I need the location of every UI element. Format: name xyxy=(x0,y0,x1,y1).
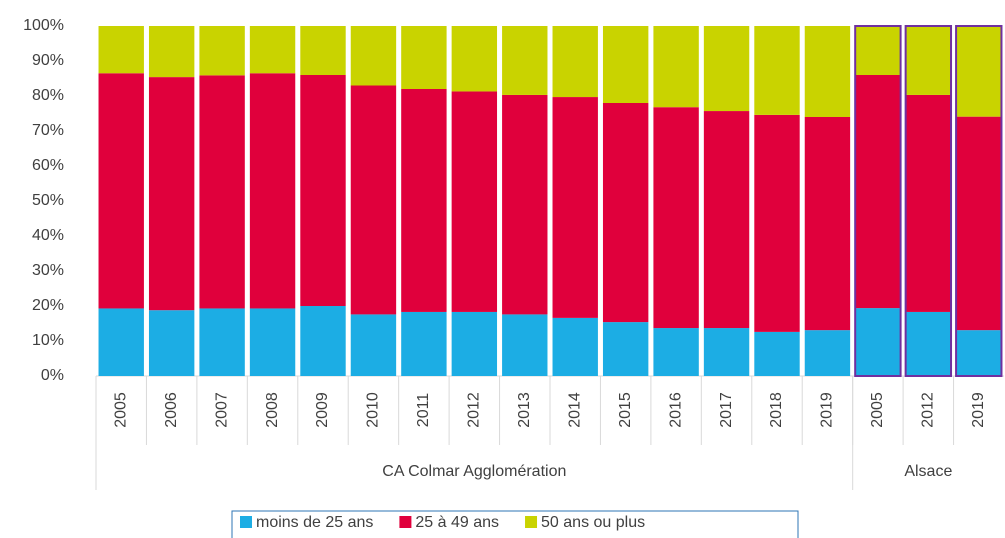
group-label: CA Colmar Agglomération xyxy=(382,463,566,480)
bar-segment xyxy=(754,114,800,332)
x-tick-label: 2018 xyxy=(768,392,785,428)
bar-outline xyxy=(955,25,1003,377)
x-tick-label: 2012 xyxy=(920,392,937,428)
bar-segment xyxy=(148,26,195,78)
x-tick-label: 2016 xyxy=(667,392,684,428)
y-tick-label: 40% xyxy=(32,227,64,244)
bar-segment xyxy=(754,331,800,376)
bar-segment xyxy=(905,26,952,95)
bar-segment xyxy=(855,75,901,309)
bar-segment xyxy=(199,75,245,309)
x-tick-label: 2008 xyxy=(264,392,281,428)
bar-segment xyxy=(98,308,144,376)
bar-segment xyxy=(905,311,952,376)
bar-segment xyxy=(148,310,195,376)
bar-segment xyxy=(451,311,498,376)
x-tick-label: 2014 xyxy=(566,392,583,428)
x-tick-label: 2007 xyxy=(213,392,230,428)
bar-segment xyxy=(502,26,548,95)
bar-segment xyxy=(300,26,346,75)
bar-outline xyxy=(854,25,902,377)
bar-segment xyxy=(956,116,1002,331)
bar-segment xyxy=(199,26,245,76)
bar-segment xyxy=(401,26,447,89)
bar-segment xyxy=(653,26,699,108)
bar-segment xyxy=(401,89,447,312)
y-tick-label: 100% xyxy=(23,17,64,34)
y-tick-label: 60% xyxy=(32,157,64,174)
x-tick-label: 2015 xyxy=(617,392,634,428)
legend-swatch xyxy=(240,516,252,528)
bar-segment xyxy=(401,311,447,376)
x-tick-label: 2009 xyxy=(314,392,331,428)
legend-swatch xyxy=(525,516,538,528)
bar-segment xyxy=(249,26,296,74)
x-tick-label: 2019 xyxy=(970,392,987,428)
bar-segment xyxy=(956,330,1002,376)
bar-segment xyxy=(552,97,598,318)
group-label: Alsace xyxy=(904,463,952,480)
x-tick-label: 2017 xyxy=(718,392,735,428)
y-tick-label: 10% xyxy=(32,332,64,349)
y-tick-label: 90% xyxy=(32,52,64,69)
bar-segment xyxy=(602,26,649,103)
bar-segment xyxy=(98,73,144,309)
bar-segment xyxy=(350,85,397,315)
bar-segment xyxy=(300,306,346,376)
bar-segment xyxy=(451,91,498,312)
x-tick-label: 2012 xyxy=(466,392,483,428)
x-tick-label: 2013 xyxy=(516,392,533,428)
bar-segment xyxy=(300,75,346,306)
bar-segment xyxy=(703,328,750,376)
bar-segment xyxy=(249,308,296,376)
bar-segment xyxy=(148,77,195,311)
bar-segment xyxy=(804,117,851,331)
bar-segment xyxy=(249,73,296,309)
bar-segment xyxy=(552,26,598,98)
bar-segment xyxy=(502,94,548,315)
bar-segment xyxy=(350,314,397,376)
x-tick-label: 2010 xyxy=(365,392,382,428)
bar-segment xyxy=(703,111,750,329)
bar-segment xyxy=(451,26,498,92)
bar-segment xyxy=(905,94,952,312)
y-tick-label: 50% xyxy=(32,192,64,209)
bar-segment xyxy=(754,26,800,115)
bar-segment xyxy=(602,103,649,323)
y-tick-label: 20% xyxy=(32,297,64,314)
legend-swatch xyxy=(399,516,412,528)
x-tick-label: 2011 xyxy=(415,393,432,428)
y-tick-label: 0% xyxy=(41,367,64,384)
legend-box xyxy=(231,510,799,538)
x-tick-label: 2019 xyxy=(819,392,836,428)
bar-segment xyxy=(804,330,851,376)
bar-segment xyxy=(502,314,548,376)
bar-segment xyxy=(552,317,598,376)
bar-segment xyxy=(602,322,649,376)
y-tick-label: 30% xyxy=(32,262,64,279)
x-tick-label: 2006 xyxy=(163,392,180,428)
x-tick-label: 2005 xyxy=(112,392,129,428)
x-tick-label: 2005 xyxy=(869,392,886,428)
bar-segment xyxy=(98,26,144,74)
bar-outline xyxy=(904,25,953,377)
bar-segment xyxy=(653,328,699,376)
bar-segment xyxy=(703,26,750,112)
y-tick-label: 80% xyxy=(32,87,64,104)
legend-label: 25 à 49 ans xyxy=(415,514,499,531)
y-tick-label: 70% xyxy=(32,122,64,139)
bar-segment xyxy=(350,26,397,86)
legend-label: moins de 25 ans xyxy=(256,514,373,531)
legend-label: 50 ans ou plus xyxy=(541,514,645,531)
bar-segment xyxy=(199,308,245,376)
bar-segment xyxy=(855,26,901,75)
bar-segment xyxy=(804,26,851,117)
bar-segment xyxy=(956,26,1002,117)
bar-segment xyxy=(855,308,901,376)
bar-segment xyxy=(653,107,699,329)
